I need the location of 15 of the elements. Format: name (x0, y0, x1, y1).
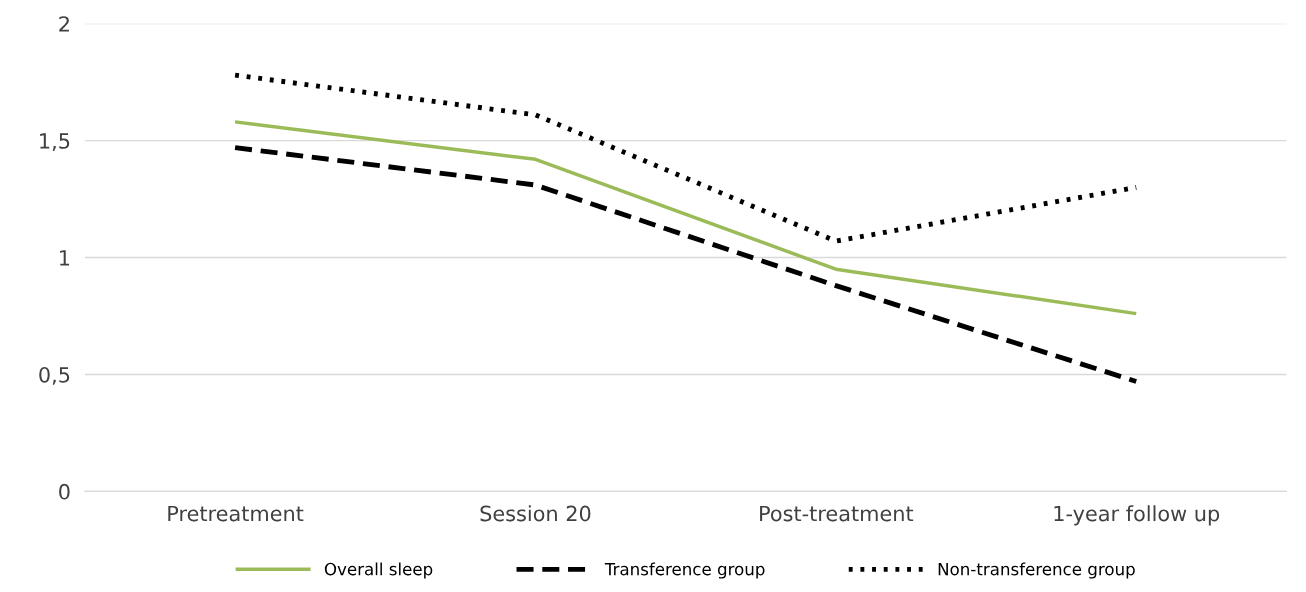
legend-label: Non-transference group (938, 562, 1135, 579)
y-tick-label: 2 (59, 16, 69, 32)
y-tick-label: 1 (60, 250, 70, 266)
line-series (232, 72, 1139, 244)
y-tick-label: 0 (59, 483, 70, 500)
y-tick-label: 1,5 (40, 133, 70, 151)
legend-label: Overall sleep (324, 562, 433, 579)
x-tick-label: Pretreatment (168, 505, 304, 522)
x-tick-label: Session 20 (480, 505, 591, 522)
y-tick-label: 0,5 (39, 366, 70, 385)
x-tick-label: Post-treatment (760, 505, 914, 522)
x-tick-label: 1-year follow up (1054, 505, 1220, 526)
line-series (232, 145, 1139, 384)
line-series (233, 120, 1138, 316)
legend-label: Transference group (604, 562, 765, 579)
